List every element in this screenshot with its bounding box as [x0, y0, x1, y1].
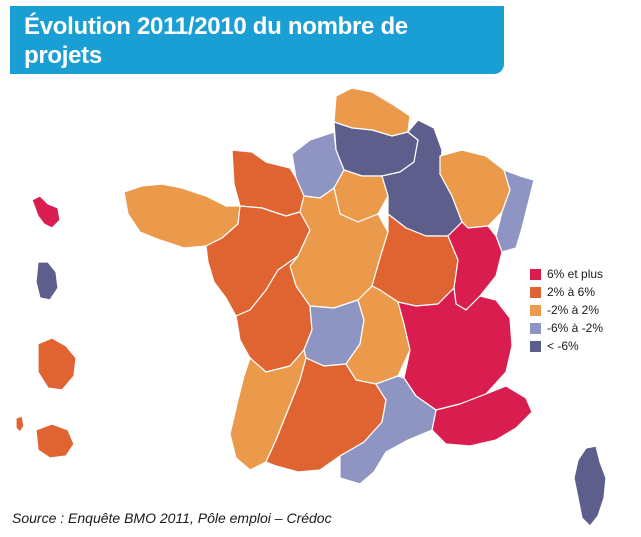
region-alsace — [495, 169, 535, 253]
region-midi-pyrenees — [265, 357, 387, 473]
source-note: Source : Enquête BMO 2011, Pôle emploi –… — [12, 510, 332, 526]
legend-swatch — [530, 340, 541, 352]
legend-swatch — [530, 268, 541, 280]
region-paca — [431, 385, 533, 447]
title-banner: Évolution 2011/2010 du nombre de projets… — [10, 6, 504, 98]
region-guadeloupe — [31, 195, 61, 229]
region-mayotte — [15, 415, 25, 433]
legend-label: 6% et plus — [547, 267, 604, 281]
legend-item: < -6% — [530, 338, 635, 354]
legend: 6% et plus 2% à 6% -2% à 2% -6% à -2% < … — [530, 266, 635, 356]
title-line-1: Évolution 2011/2010 du nombre de projets — [24, 13, 408, 69]
legend-swatch — [530, 322, 541, 334]
legend-swatch — [530, 304, 541, 316]
legend-label: < -6% — [547, 339, 579, 353]
region-lorraine — [439, 149, 511, 229]
legend-label: 2% à 6% — [547, 285, 596, 299]
legend-swatch — [530, 286, 541, 298]
legend-item: 2% à 6% — [530, 284, 635, 300]
legend-item: -6% à -2% — [530, 320, 635, 336]
region-ile-de-france — [333, 169, 389, 223]
legend-item: 6% et plus — [530, 266, 635, 282]
legend-label: -6% à -2% — [547, 321, 604, 335]
region-reunion — [35, 423, 75, 459]
region-corse — [573, 445, 607, 527]
region-languedoc-roussillon — [339, 375, 437, 485]
title-line-2: de recrutement — [24, 71, 194, 98]
legend-label: -2% à 2% — [547, 303, 600, 317]
legend-item: -2% à 2% — [530, 302, 635, 318]
region-martinique — [35, 261, 59, 301]
region-guyane — [37, 337, 77, 391]
